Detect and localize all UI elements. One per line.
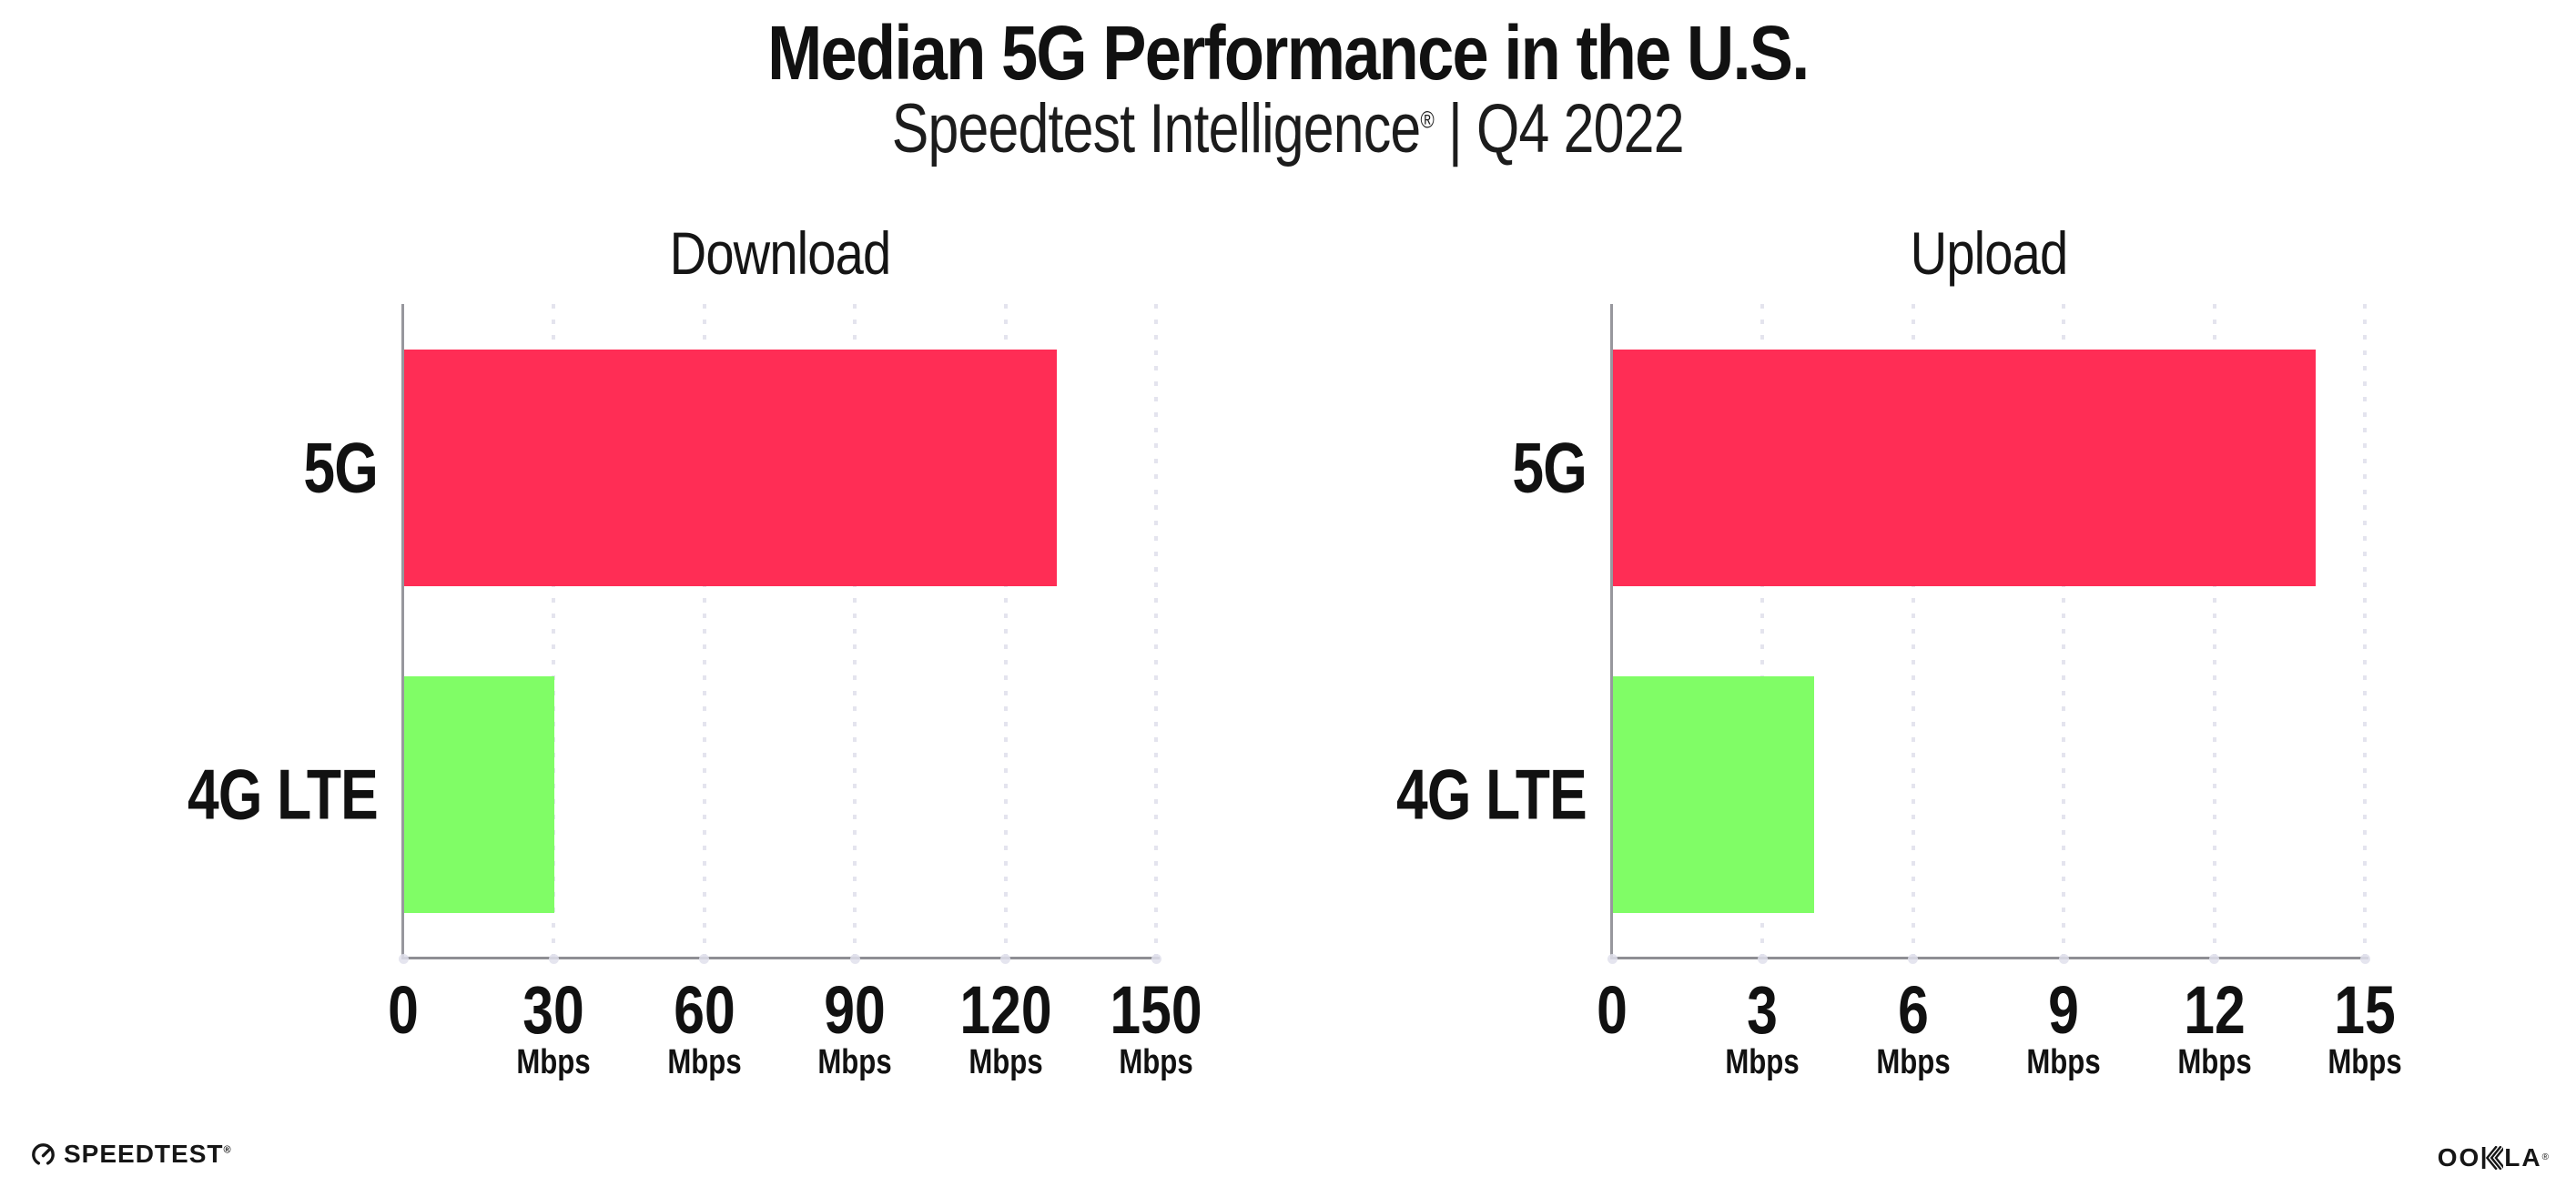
tick-label: 3 [1747, 972, 1779, 1048]
axis-tick-dot [1908, 954, 1919, 964]
tick-label: 6 [1897, 972, 1929, 1048]
gridline [853, 304, 857, 959]
tick-label: 30 [522, 972, 585, 1048]
axis-tick-dot [548, 954, 559, 964]
ookla-logo: OO LA ® [2437, 1143, 2549, 1172]
page-title: Median 5G Performance in the U.S. [0, 9, 2576, 97]
ookla-k-icon [2482, 1146, 2504, 1170]
category-label-5g: 5G [303, 427, 378, 508]
bar-5g [1613, 349, 2316, 586]
bar-4g-lte [404, 676, 555, 914]
gridline [702, 304, 706, 959]
gridline [2212, 304, 2216, 959]
bar-5g [404, 349, 1057, 586]
category-label-4g-lte: 4G LTE [1396, 754, 1587, 835]
page-subtitle-text: Speedtest Intelligence® | Q4 2022 [892, 89, 1685, 168]
y-axis-line [1610, 304, 1613, 959]
y-axis-line [401, 304, 404, 959]
tick-unit-label: Mbps [817, 1043, 892, 1081]
page-subtitle: Speedtest Intelligence® | Q4 2022 [0, 89, 2576, 168]
axis-tick-dot [398, 954, 409, 964]
bar-4g-lte [1613, 676, 1814, 914]
tick-label: 9 [2048, 972, 2080, 1048]
speedtest-wordmark: SPEEDTEST® [64, 1140, 232, 1169]
tick-label: 0 [388, 972, 419, 1048]
tick-label: 0 [1597, 972, 1628, 1048]
axis-tick-dot [699, 954, 710, 964]
tick-label: 15 [2334, 972, 2396, 1048]
tick-unit-label: Mbps [2328, 1043, 2402, 1081]
speedtest-gauge-icon [32, 1142, 55, 1166]
gridline [1154, 304, 1158, 959]
gridline [1003, 304, 1008, 959]
tick-unit-label: Mbps [2026, 1043, 2101, 1081]
axis-tick-dot [1757, 954, 1768, 964]
tick-unit-label: Mbps [1119, 1043, 1193, 1081]
page-title-text: Median 5G Performance in the U.S. [767, 10, 1810, 96]
category-label-5g: 5G [1512, 427, 1587, 508]
chart-title: Download [669, 219, 891, 287]
tick-label: 90 [824, 972, 886, 1048]
tick-unit-label: Mbps [968, 1043, 1043, 1081]
subtitle-period: | Q4 2022 [1434, 90, 1685, 167]
speedtest-registered-icon: ® [223, 1144, 232, 1156]
category-label-4g-lte: 4G LTE [188, 754, 379, 835]
axis-tick-dot [2058, 954, 2069, 964]
axis-tick-dot [2359, 954, 2370, 964]
speedtest-logo: SPEEDTEST® [31, 1140, 232, 1169]
tick-label: 150 [1110, 972, 1202, 1048]
tick-unit-label: Mbps [1725, 1043, 1800, 1081]
axis-tick-dot [2209, 954, 2220, 964]
tick-unit-label: Mbps [667, 1043, 742, 1081]
axis-tick-dot [849, 954, 860, 964]
axis-tick-dot [1151, 954, 1161, 964]
speedtest-text: SPEEDTEST [64, 1140, 224, 1168]
axis-tick-dot [1000, 954, 1011, 964]
ookla-text-left: OO [2437, 1143, 2481, 1172]
registered-mark-icon: ® [1420, 107, 1435, 134]
x-axis-line [1610, 957, 2368, 959]
tick-label: 120 [958, 972, 1052, 1048]
ookla-text-right: LA [2504, 1143, 2542, 1172]
axis-tick-dot [1607, 954, 1618, 964]
tick-unit-label: Mbps [1876, 1043, 1951, 1081]
x-axis-line [401, 957, 1160, 959]
tick-unit-label: Mbps [2176, 1043, 2252, 1081]
gridline [1760, 304, 1765, 959]
gridline [2363, 304, 2367, 959]
subtitle-brand: Speedtest Intelligence [892, 90, 1421, 167]
tick-label: 12 [2183, 972, 2246, 1048]
gridline [2062, 304, 2066, 959]
gridline [552, 304, 556, 959]
tick-label: 60 [674, 972, 735, 1048]
gridline [1911, 304, 1915, 959]
tick-unit-label: Mbps [516, 1043, 592, 1081]
chart-title: Upload [1910, 219, 2068, 287]
